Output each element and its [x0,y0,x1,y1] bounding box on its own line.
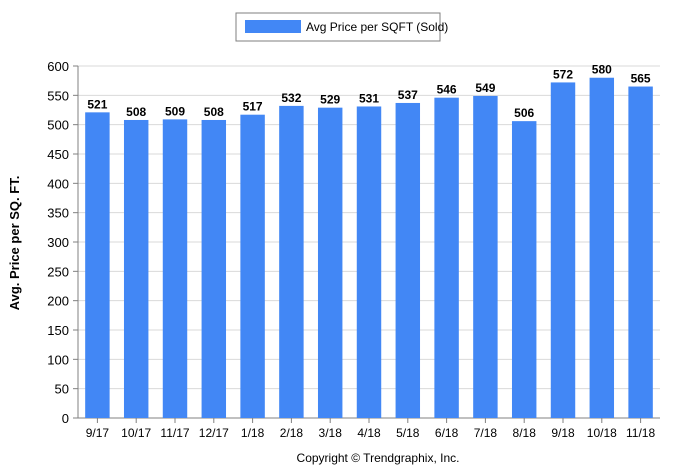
y-tick-label: 100 [47,352,69,367]
bar-9-17 [85,112,110,418]
y-axis-title: Avg. Price per SQ. FT. [7,176,22,311]
y-tick-label: 400 [47,176,69,191]
x-tick-label: 11/17 [160,426,189,440]
x-tick-label: 10/17 [121,426,151,440]
data-label: 537 [398,88,418,102]
data-label: 565 [631,72,651,86]
x-tick-label: 3/18 [319,426,343,440]
y-tick-label: 500 [47,118,69,133]
data-label: 531 [359,91,379,105]
data-label: 517 [243,100,263,114]
data-label: 506 [514,106,534,120]
data-label: 546 [437,83,457,97]
x-tick-label: 8/18 [513,426,537,440]
data-label: 521 [87,97,107,111]
bar-7-18 [473,95,498,419]
y-tick-label: 0 [62,411,69,426]
x-tick-label: 9/18 [551,426,575,440]
bar-5-18 [395,102,421,419]
y-tick-label: 50 [55,382,69,397]
bar-9-18 [550,82,576,418]
y-tick-label: 150 [47,323,69,338]
bar-8-18 [511,121,537,418]
x-tick-label: 11/18 [626,426,655,440]
data-label: 532 [281,91,301,105]
x-tick-label: 1/18 [241,426,265,440]
copyright-footer: Copyright © Trendgraphix, Inc. [297,451,460,465]
data-label: 508 [126,105,146,119]
data-label: 509 [165,104,185,118]
legend-label: Avg Price per SQFT (Sold) [306,20,448,34]
y-tick-label: 200 [47,294,69,309]
bar-2-18 [279,105,304,418]
data-label: 529 [320,93,340,107]
legend: Avg Price per SQFT (Sold) [235,12,448,42]
x-tick-label: 2/18 [280,426,304,440]
x-tick-label: 9/17 [86,426,110,440]
y-tick-label: 300 [47,235,69,250]
data-label: 549 [475,81,495,95]
bar-3-18 [317,107,343,419]
x-tick-label: 4/18 [357,426,381,440]
bar-4-18 [356,106,382,418]
legend-swatch [245,20,301,33]
x-tick-label: 5/18 [396,426,420,440]
data-label: 508 [204,105,224,119]
bar-12-17 [201,119,227,419]
bar-6-18 [434,97,459,419]
data-label: 572 [553,67,573,81]
bar-10-17 [123,119,149,419]
bar-11-18 [628,86,653,419]
x-tick-label: 10/18 [587,426,617,440]
x-tick-label: 6/18 [435,426,459,440]
x-tick-label: 12/17 [199,426,229,440]
y-tick-label: 250 [47,264,69,279]
y-tick-label: 450 [47,147,69,162]
bar-1-18 [240,114,265,419]
data-labels: 521 508 509 508 517 532 529 531 537 546 549 506 572 5… [87,63,651,120]
y-tick-label: 600 [47,59,69,74]
y-tick-label: 350 [47,206,69,221]
data-label: 580 [592,63,612,77]
bar-10-18 [589,77,615,418]
x-tick-label: 7/18 [474,426,498,440]
y-tick-label: 550 [47,88,69,103]
bars [85,77,653,419]
bar-11-17 [162,119,188,419]
